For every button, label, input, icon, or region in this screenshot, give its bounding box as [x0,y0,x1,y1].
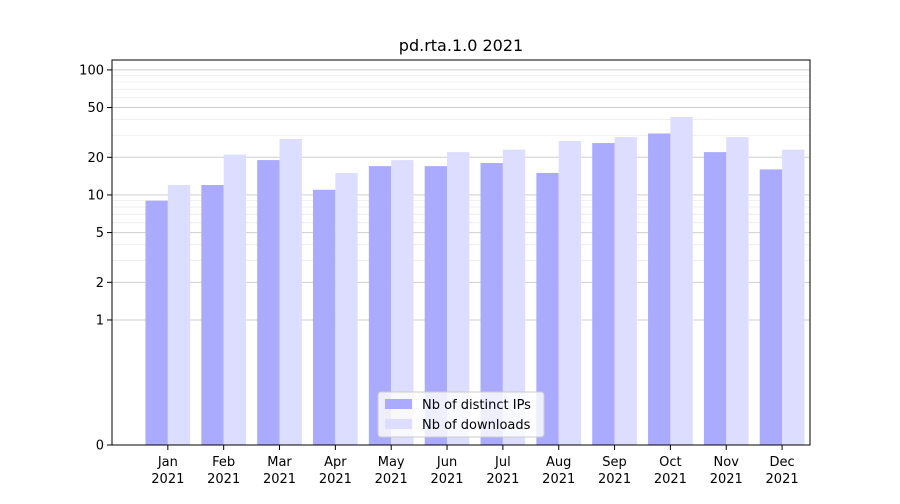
bar-downloads [167,185,191,445]
y-tick-label: 1 [96,313,104,328]
bar-distinct-ips [480,163,503,445]
y-tick-label: 100 [79,63,104,78]
legend-swatch [385,399,412,409]
bar-downloads [391,160,414,445]
y-tick-label: 0 [96,439,104,454]
x-tick-label: Mar 2021 [263,455,296,487]
x-tick-label: Apr 2021 [319,455,352,487]
y-tick-label: 10 [87,188,104,203]
bar-downloads [223,154,247,446]
x-tick-label: Jul 2021 [486,455,519,487]
bar-downloads [614,137,637,445]
y-axis: 0 1 2 5 10 20 50 100 [79,63,112,454]
x-tick-label: Feb 2021 [207,455,240,487]
y-tick-label: 50 [87,101,104,116]
bar-distinct-ips [145,200,168,445]
y-tick-label: 20 [87,151,104,166]
bar-distinct-ips [536,172,559,445]
bar-downloads [279,139,302,445]
y-tick-label: 5 [96,226,104,241]
legend-swatch [385,419,412,429]
x-axis: Jan 2021 Feb 2021 Mar 2021 Apr 2021 May 2021 Jun 20… [151,445,799,487]
bar-distinct-ips [368,166,392,445]
bar-distinct-ips [592,143,615,445]
legend-label: Nb of downloads [422,418,531,433]
bar-distinct-ips [201,185,224,445]
legend-box [377,391,545,438]
bar-downloads [502,149,526,446]
x-tick-label: Jun 2021 [430,455,463,487]
bar-downloads [447,152,470,445]
bar-downloads [782,149,805,446]
plot-frame [111,59,811,446]
x-tick-label: Nov 2021 [710,455,743,487]
bar-downloads [335,172,358,445]
bar-downloads [670,117,693,445]
bar-distinct-ips [424,166,448,445]
bar-distinct-ips [648,133,671,445]
bars [145,117,805,446]
legend: Nb of distinct IPs Nb of downloads [377,391,545,438]
bar-distinct-ips [759,169,783,445]
legend-label: Nb of distinct IPs [422,398,531,413]
x-tick-label: Dec 2021 [766,455,799,487]
x-tick-label: May 2021 [375,455,408,487]
x-tick-label: Aug 2021 [542,455,575,487]
bar-distinct-ips [313,189,336,445]
bar-distinct-ips [703,152,727,445]
x-tick-label: Sep 2021 [598,455,631,487]
bar-downloads [558,140,582,445]
y-tick-label: 2 [96,276,104,291]
chart-title: pd.rta.1.0 2021 [399,36,523,55]
bar-distinct-ips [257,160,280,445]
bar-downloads [726,137,749,445]
x-tick-label: Jan 2021 [151,455,184,487]
x-tick-label: Oct 2021 [654,455,687,487]
